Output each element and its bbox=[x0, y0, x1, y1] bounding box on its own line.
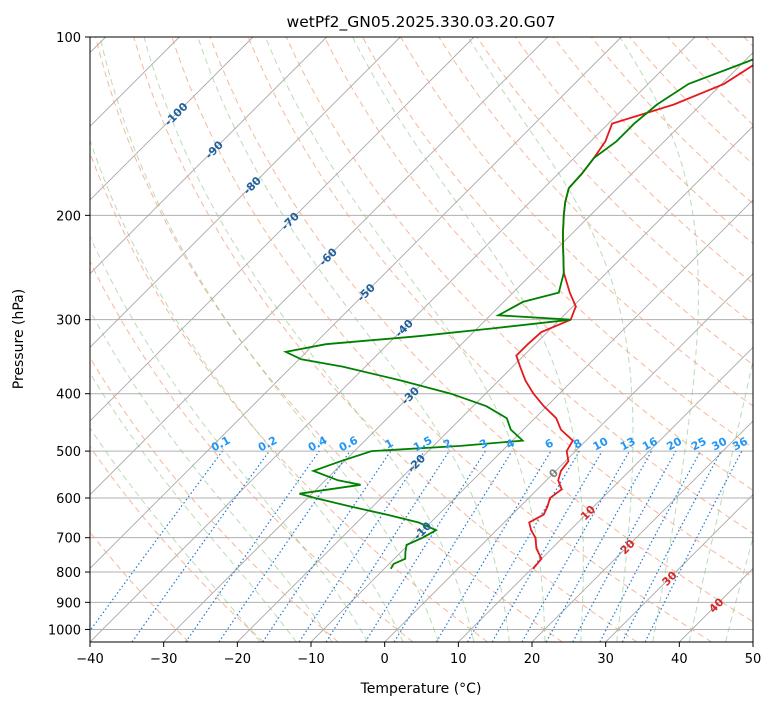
dry-adiabat-line bbox=[95, 37, 563, 642]
dry-adiabat-line bbox=[171, 37, 712, 642]
dry-adiabat-line bbox=[247, 37, 753, 578]
isotherm-line bbox=[384, 273, 753, 642]
mixing-ratio-line bbox=[90, 450, 223, 632]
mixing-ratio-line bbox=[325, 450, 450, 642]
isotherm-line bbox=[531, 420, 753, 642]
x-tick-label: 0 bbox=[381, 652, 389, 667]
moist-adiabat-line bbox=[619, 37, 699, 642]
y-tick-label: 300 bbox=[56, 314, 81, 329]
moist-adiabat-line bbox=[99, 37, 439, 642]
mixing-ratio-label: 20 bbox=[664, 435, 684, 454]
mixing-ratio-line bbox=[218, 450, 351, 642]
x-tick-label: 50 bbox=[745, 652, 762, 667]
dry-adiabat-line bbox=[133, 37, 638, 642]
y-tick-label: 1000 bbox=[48, 623, 81, 638]
dry-adiabat-line bbox=[514, 37, 753, 285]
x-tick-label: 20 bbox=[524, 652, 541, 667]
x-tick-label: −30 bbox=[150, 652, 177, 667]
y-tick-label: 400 bbox=[56, 388, 81, 403]
dry-adiabat-line bbox=[323, 37, 753, 491]
moist-adiabat-line bbox=[90, 235, 369, 642]
dry-adiabat-line bbox=[90, 445, 264, 642]
plot-background bbox=[90, 37, 753, 642]
y-tick-label: 600 bbox=[56, 492, 81, 507]
isotherm-line bbox=[237, 125, 753, 642]
isotherm-line bbox=[752, 641, 753, 642]
y-tick-label: 900 bbox=[56, 596, 81, 611]
isotherm-line bbox=[163, 52, 753, 642]
x-tick-label: 40 bbox=[671, 652, 688, 667]
dry-adiabat-line bbox=[90, 356, 339, 642]
moist-adiabat-line bbox=[90, 138, 404, 642]
moist-adiabat-line bbox=[688, 357, 753, 642]
mixing-ratio-line bbox=[393, 450, 513, 642]
mixing-ratio-line bbox=[644, 450, 743, 642]
moist-adiabat-line bbox=[352, 37, 584, 642]
dry-adiabat-line bbox=[209, 37, 753, 623]
mixing-ratio-label: 30 bbox=[710, 435, 730, 454]
isotherm-line bbox=[605, 494, 753, 642]
mixing-ratio-label: 36 bbox=[730, 435, 750, 454]
chart-title: wetPf2_GN05.2025.330.03.20.G07 bbox=[287, 13, 556, 32]
mixing-ratio-label: 10 bbox=[591, 435, 611, 454]
x-tick-label: −40 bbox=[76, 652, 103, 667]
moist-adiabat-line bbox=[90, 371, 297, 642]
x-tick-label: 10 bbox=[450, 652, 467, 667]
dry-adiabat-line bbox=[90, 260, 414, 642]
y-axis-label: Pressure (hPa) bbox=[11, 289, 27, 389]
axes: −40 −30 −20 −10 0 10 20 30 40 50 100 200 300 400 500 60… bbox=[48, 31, 761, 667]
moist-adiabat-line bbox=[264, 37, 546, 642]
isotherm-line bbox=[90, 37, 254, 201]
moist-adiabat-line bbox=[197, 37, 510, 642]
background-lines bbox=[90, 37, 753, 642]
mixing-ratio-label: 25 bbox=[689, 435, 709, 454]
isotherm-line bbox=[90, 37, 475, 422]
y-tick-label: 200 bbox=[56, 209, 81, 224]
moist-adiabat-line bbox=[143, 37, 475, 642]
isotherm-line bbox=[90, 37, 401, 348]
mixing-ratio-line bbox=[521, 450, 631, 642]
y-tick-label: 500 bbox=[56, 445, 81, 460]
moist-adiabat-line bbox=[725, 536, 753, 642]
dry-adiabat-line bbox=[476, 37, 753, 325]
mixing-ratio-line bbox=[185, 450, 320, 642]
mixing-ratio-line bbox=[545, 450, 653, 642]
mixing-ratio-line bbox=[298, 450, 425, 642]
moist-adiabat-line bbox=[90, 427, 261, 642]
x-axis-label: Temperature (°C) bbox=[360, 681, 482, 697]
x-tick-label: −10 bbox=[297, 652, 324, 667]
isotherm-line bbox=[458, 346, 753, 642]
x-tick-label: −20 bbox=[224, 652, 251, 667]
mixing-ratio-label: 16 bbox=[640, 435, 660, 454]
dry-adiabat-line bbox=[285, 37, 753, 535]
mixing-ratio-label: 13 bbox=[618, 435, 638, 454]
y-tick-label: 100 bbox=[56, 31, 81, 46]
mixing-ratio-line bbox=[262, 450, 392, 642]
x-tick-label: 30 bbox=[597, 652, 614, 667]
dewpoint-profile-line bbox=[282, 58, 753, 570]
isotherm-line bbox=[90, 37, 327, 275]
moist-adiabat-line bbox=[90, 309, 333, 642]
sounding-profiles bbox=[282, 58, 753, 570]
plot-frame bbox=[89, 36, 754, 643]
isotherm-line bbox=[90, 37, 696, 642]
isotherm-line bbox=[90, 37, 548, 496]
y-tick-label: 700 bbox=[56, 532, 81, 547]
isotherm-line bbox=[90, 37, 622, 569]
mixing-ratio-line bbox=[572, 450, 677, 642]
mixing-ratio-line bbox=[131, 450, 270, 642]
y-tick-label: 800 bbox=[56, 566, 81, 581]
